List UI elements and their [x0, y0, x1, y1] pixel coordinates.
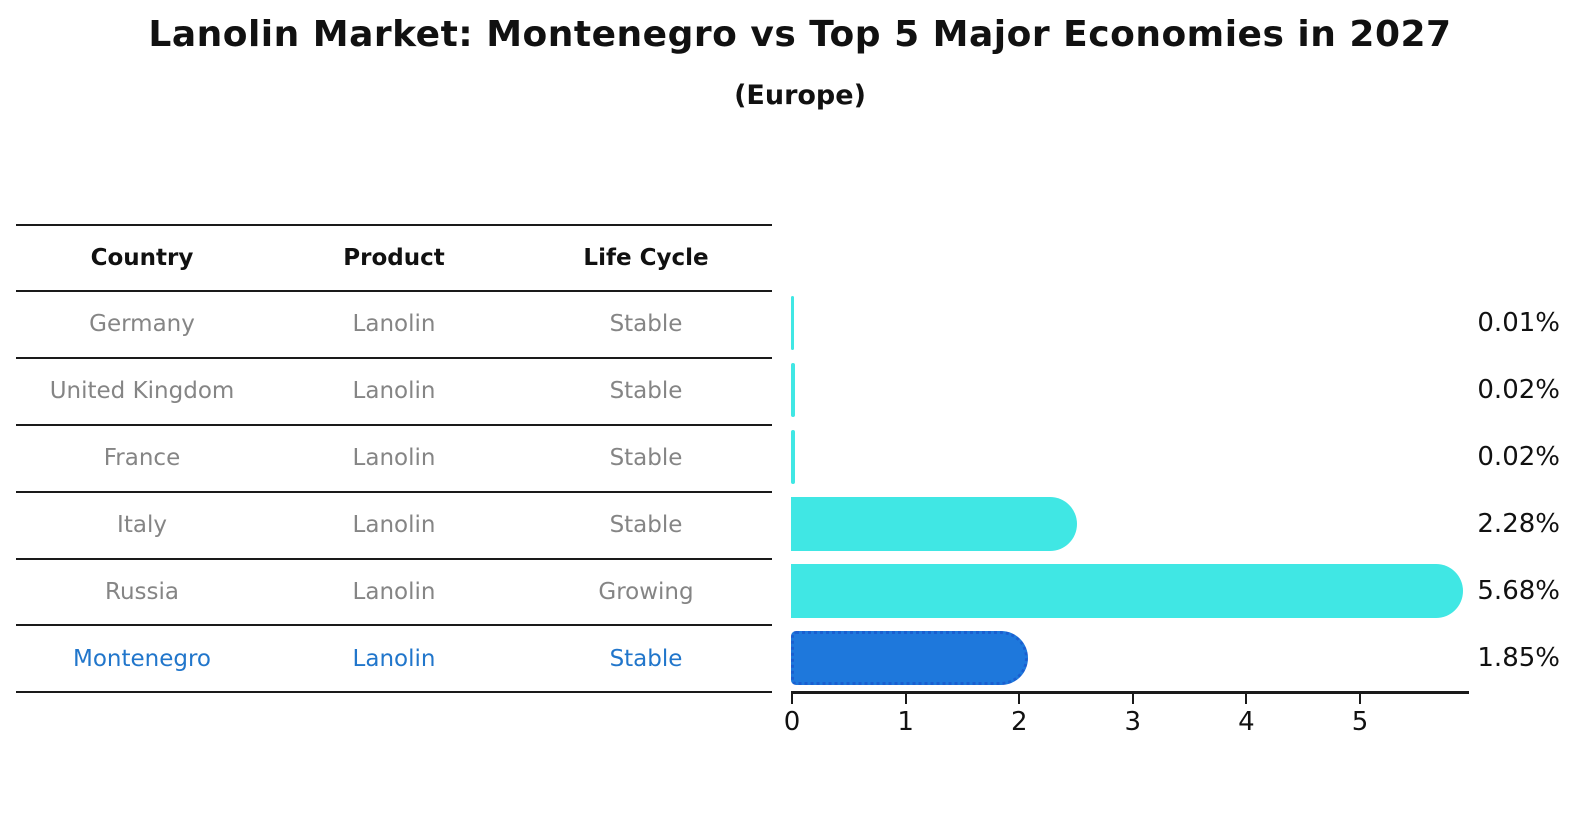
cell-country: Montenegro	[72, 645, 211, 672]
bar-montenegro	[791, 630, 1029, 685]
bar-france	[791, 430, 796, 485]
bar-row-italy	[791, 491, 1467, 558]
cell-life-cycle: Stable	[609, 645, 683, 672]
value-label-russia: 5.68%	[1477, 576, 1560, 607]
x-axis-line	[791, 691, 1469, 694]
cell-life-cycle: Growing	[598, 579, 694, 605]
tick-mark	[1245, 694, 1248, 704]
bar-germany	[791, 296, 795, 351]
column-header-product: Product	[343, 245, 445, 271]
table-header-row: Country Product Life Cycle	[16, 226, 772, 292]
value-label-montenegro: 1.85%	[1477, 642, 1560, 673]
bar-row-montenegro	[791, 624, 1467, 691]
cell-country: Germany	[89, 311, 195, 338]
cell-life-cycle: Stable	[609, 378, 683, 405]
tick-label: 0	[783, 707, 801, 737]
tick-mark	[791, 694, 793, 704]
tick-label: 3	[1124, 707, 1142, 737]
table-row-russia: Russia Lanolin Growing	[16, 560, 772, 627]
bar-row-france	[791, 424, 1467, 491]
tick-label: 4	[1238, 707, 1255, 737]
cell-product: Lanolin	[352, 445, 436, 472]
x-axis: 0 1 2 3 4 5	[784, 691, 1469, 751]
country-table: Country Product Life Cycle Germany Lanol…	[16, 224, 772, 694]
value-label-united-kingdom: 0.02%	[1477, 375, 1560, 406]
bar-italy	[791, 497, 1078, 552]
page-subtitle: (Europe)	[734, 80, 866, 111]
cell-country: United Kingdom	[49, 378, 235, 405]
table-row-montenegro: Montenegro Lanolin Stable	[16, 626, 772, 694]
cell-life-cycle: Stable	[609, 311, 683, 338]
bar-russia	[791, 563, 1464, 618]
value-label-column: 0.01% 0.02% 0.02% 2.28% 5.68% 1.85%	[1420, 290, 1560, 691]
cell-life-cycle: Stable	[609, 445, 683, 472]
table-row-france: France Lanolin Stable	[16, 426, 772, 493]
cell-product: Lanolin	[352, 512, 436, 539]
cell-country: France	[103, 445, 181, 472]
bar-united-kingdom	[791, 363, 796, 418]
cell-product: Lanolin	[352, 579, 436, 605]
column-header-life-cycle: Life Cycle	[583, 245, 709, 271]
cell-product: Lanolin	[352, 311, 436, 338]
table-row-united-kingdom: United Kingdom Lanolin Stable	[16, 359, 772, 426]
bar-row-germany	[791, 290, 1467, 357]
bar-row-united-kingdom	[791, 357, 1467, 424]
value-label-italy: 2.28%	[1477, 509, 1560, 540]
value-label-germany: 0.01%	[1477, 308, 1560, 339]
tick-mark	[1018, 694, 1021, 704]
table-row-germany: Germany Lanolin Stable	[16, 292, 772, 359]
tick-mark	[1359, 694, 1362, 704]
value-label-france: 0.02%	[1477, 442, 1560, 473]
cell-country: Italy	[117, 512, 167, 539]
tick-mark	[904, 694, 907, 704]
cell-life-cycle: Stable	[609, 512, 683, 539]
cell-product: Lanolin	[352, 645, 436, 672]
tick-label: 2	[1010, 707, 1028, 737]
tick-label: 5	[1351, 707, 1369, 737]
cell-product: Lanolin	[352, 378, 436, 405]
table-row-italy: Italy Lanolin Stable	[16, 493, 772, 560]
column-header-country: Country	[90, 245, 194, 271]
bar-plot-area	[791, 290, 1467, 691]
tick-label: 1	[897, 707, 914, 737]
tick-mark	[1131, 694, 1134, 704]
page-title: Lanolin Market: Montenegro vs Top 5 Majo…	[148, 14, 1452, 55]
bar-row-russia	[791, 558, 1467, 625]
cell-country: Russia	[105, 579, 179, 605]
